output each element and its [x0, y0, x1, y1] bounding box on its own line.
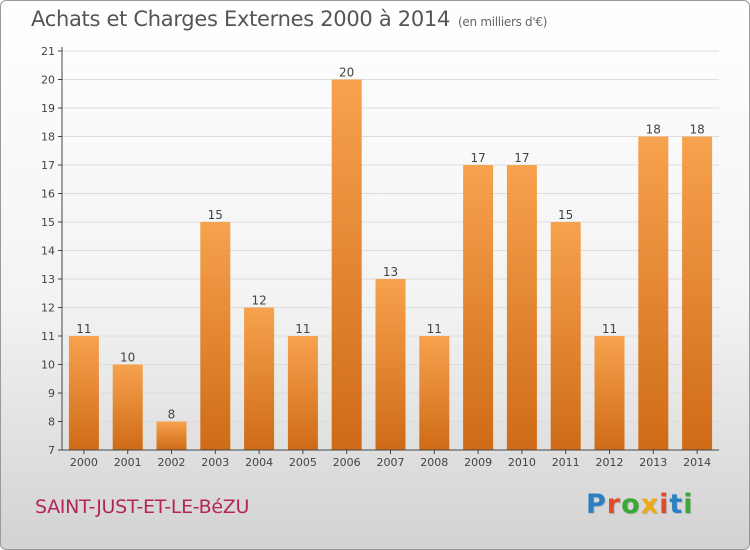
bar-2008	[419, 336, 450, 450]
bar-2000	[68, 336, 99, 450]
bar-2002	[156, 421, 187, 450]
x-tick-label-2011: 2011	[552, 456, 580, 469]
data-label-2012: 11	[602, 322, 617, 336]
data-label-2014: 18	[689, 123, 704, 137]
x-tick-label-2005: 2005	[289, 456, 317, 469]
data-label-2006: 20	[339, 66, 354, 80]
bar-2007	[375, 279, 406, 450]
data-label-2001: 10	[120, 351, 135, 365]
data-label-2007: 13	[383, 265, 398, 279]
proxiti-logo: Proxiti	[586, 489, 694, 520]
x-tick-label-2014: 2014	[683, 456, 711, 469]
x-tick-label-2013: 2013	[639, 456, 667, 469]
data-label-2005: 11	[295, 322, 310, 336]
y-tick-label: 10	[41, 359, 55, 372]
bar-2004	[244, 307, 275, 450]
data-label-2008: 11	[427, 322, 442, 336]
x-tick-label-2007: 2007	[377, 456, 405, 469]
bar-2003	[200, 222, 231, 450]
x-tick-label-2009: 2009	[464, 456, 492, 469]
bar-2010	[506, 165, 537, 450]
bar-2012	[594, 336, 625, 450]
y-tick-label: 15	[41, 216, 55, 229]
axes: 7 8 9 10 11 12 13 14 15 16 17 18 19 20 21 2000 2001 2002 2…	[41, 45, 719, 469]
bars: 11 10 8 15 12 11 20 13 11 17 17 15 11 18 18	[68, 66, 713, 450]
data-label-2011: 15	[558, 208, 573, 222]
data-label-2002: 8	[168, 408, 176, 422]
y-tick-label: 13	[41, 273, 55, 286]
chart-title-text: Achats et Charges Externes 2000 à 2014	[31, 7, 451, 31]
data-label-2009: 17	[470, 151, 485, 165]
bar-2006	[331, 79, 362, 450]
commune-name: SAINT-JUST-ET-LE-BéZU	[35, 496, 250, 518]
x-tick-label-2003: 2003	[201, 456, 229, 469]
bar-2014	[682, 136, 713, 450]
y-tick-label: 11	[41, 330, 55, 343]
y-tick-label: 8	[48, 416, 55, 429]
data-label-2000: 11	[76, 322, 91, 336]
data-label-2003: 15	[208, 208, 223, 222]
x-tick-label-2010: 2010	[508, 456, 536, 469]
x-tick-label-2004: 2004	[245, 456, 273, 469]
bar-2013	[638, 136, 669, 450]
y-tick-label: 20	[41, 74, 55, 87]
y-tick-label: 19	[41, 102, 55, 115]
data-label-2010: 17	[514, 151, 529, 165]
bar-2009	[463, 165, 494, 450]
x-tick-label-2000: 2000	[70, 456, 98, 469]
y-tick-label: 9	[48, 387, 55, 400]
x-tick-label-2008: 2008	[420, 456, 448, 469]
x-tick-label-2001: 2001	[114, 456, 142, 469]
y-tick-label: 7	[48, 444, 55, 457]
data-label-2013: 18	[646, 123, 661, 137]
y-tick-label: 18	[41, 131, 55, 144]
chart-unit: (en milliers d'€)	[458, 15, 548, 29]
x-tick-label-2012: 2012	[596, 456, 624, 469]
bar-2011	[550, 222, 581, 450]
x-tick-label-2006: 2006	[333, 456, 361, 469]
y-tick-label: 17	[41, 159, 55, 172]
bar-2005	[287, 336, 318, 450]
bar-2001	[112, 364, 143, 450]
y-tick-label: 12	[41, 302, 55, 315]
y-tick-label: 21	[41, 45, 55, 58]
data-label-2004: 12	[251, 294, 266, 308]
x-tick-label-2002: 2002	[158, 456, 186, 469]
chart-title: Achats et Charges Externes 2000 à 2014 (e…	[31, 7, 547, 31]
y-tick-label: 16	[41, 188, 55, 201]
y-tick-label: 14	[41, 245, 55, 258]
